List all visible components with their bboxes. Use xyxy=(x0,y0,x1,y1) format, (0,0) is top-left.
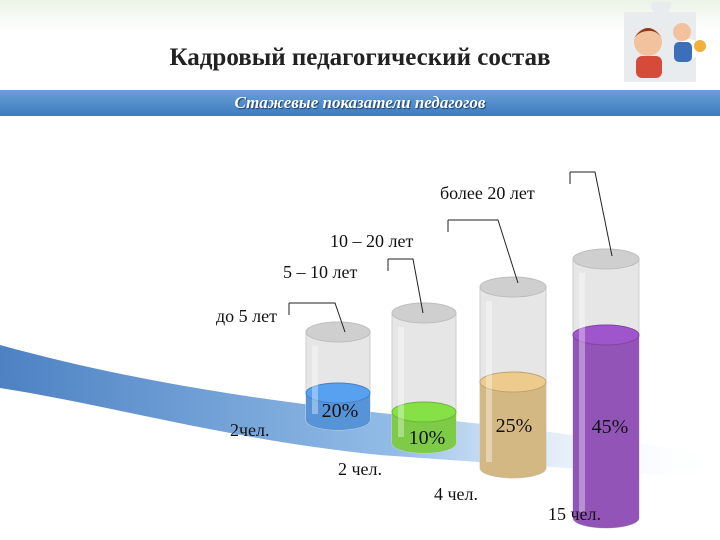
leader-line-2 xyxy=(388,258,424,314)
glass-rim-4 xyxy=(572,248,640,270)
fill-bar-1 xyxy=(306,393,370,430)
category-label-4: более 20 лет xyxy=(440,183,535,203)
percent-label-1: 20% xyxy=(322,400,359,422)
count-label-1: 2чел. xyxy=(230,420,270,440)
fill-top-4 xyxy=(572,324,640,346)
glass-highlight-2 xyxy=(398,327,404,437)
fill-top-3 xyxy=(479,371,547,393)
top-gradient-band xyxy=(0,0,720,32)
subtitle-band xyxy=(0,90,720,116)
fill-bar-3 xyxy=(480,382,546,478)
category-label-3: 10 – 20 лет xyxy=(330,231,413,251)
category-label-1: до 5 лет xyxy=(216,306,277,326)
fill-bar-4 xyxy=(573,335,639,528)
leader-line-3 xyxy=(448,219,519,284)
leader-line-1 xyxy=(289,302,346,333)
percent-label-2: 10% xyxy=(409,427,446,449)
glass-highlight-3 xyxy=(486,301,492,462)
percent-label-3: 25% xyxy=(496,415,533,437)
page-subtitle: Стажевые показатели педагогов xyxy=(234,93,486,112)
glass-highlight-4 xyxy=(579,273,585,512)
count-label-2: 2 чел. xyxy=(338,459,382,479)
leader-line-4 xyxy=(570,171,613,257)
fill-bar-2 xyxy=(392,412,456,453)
percent-label-4: 45% xyxy=(592,416,629,438)
puzzle-children-image xyxy=(624,2,706,82)
category-label-2: 5 – 10 лет xyxy=(283,262,357,282)
count-label-3: 4 чел. xyxy=(434,484,478,504)
glass-rim-2 xyxy=(391,302,457,324)
glass-highlight-1 xyxy=(312,346,318,414)
fill-top-2 xyxy=(391,401,457,423)
fill-top-1 xyxy=(305,382,371,404)
glass-rim-3 xyxy=(479,276,547,298)
page-title: Кадровый педагогический состав xyxy=(169,44,551,71)
glass-rim-1 xyxy=(305,321,371,343)
count-label-4: 15 чел. xyxy=(548,504,601,524)
